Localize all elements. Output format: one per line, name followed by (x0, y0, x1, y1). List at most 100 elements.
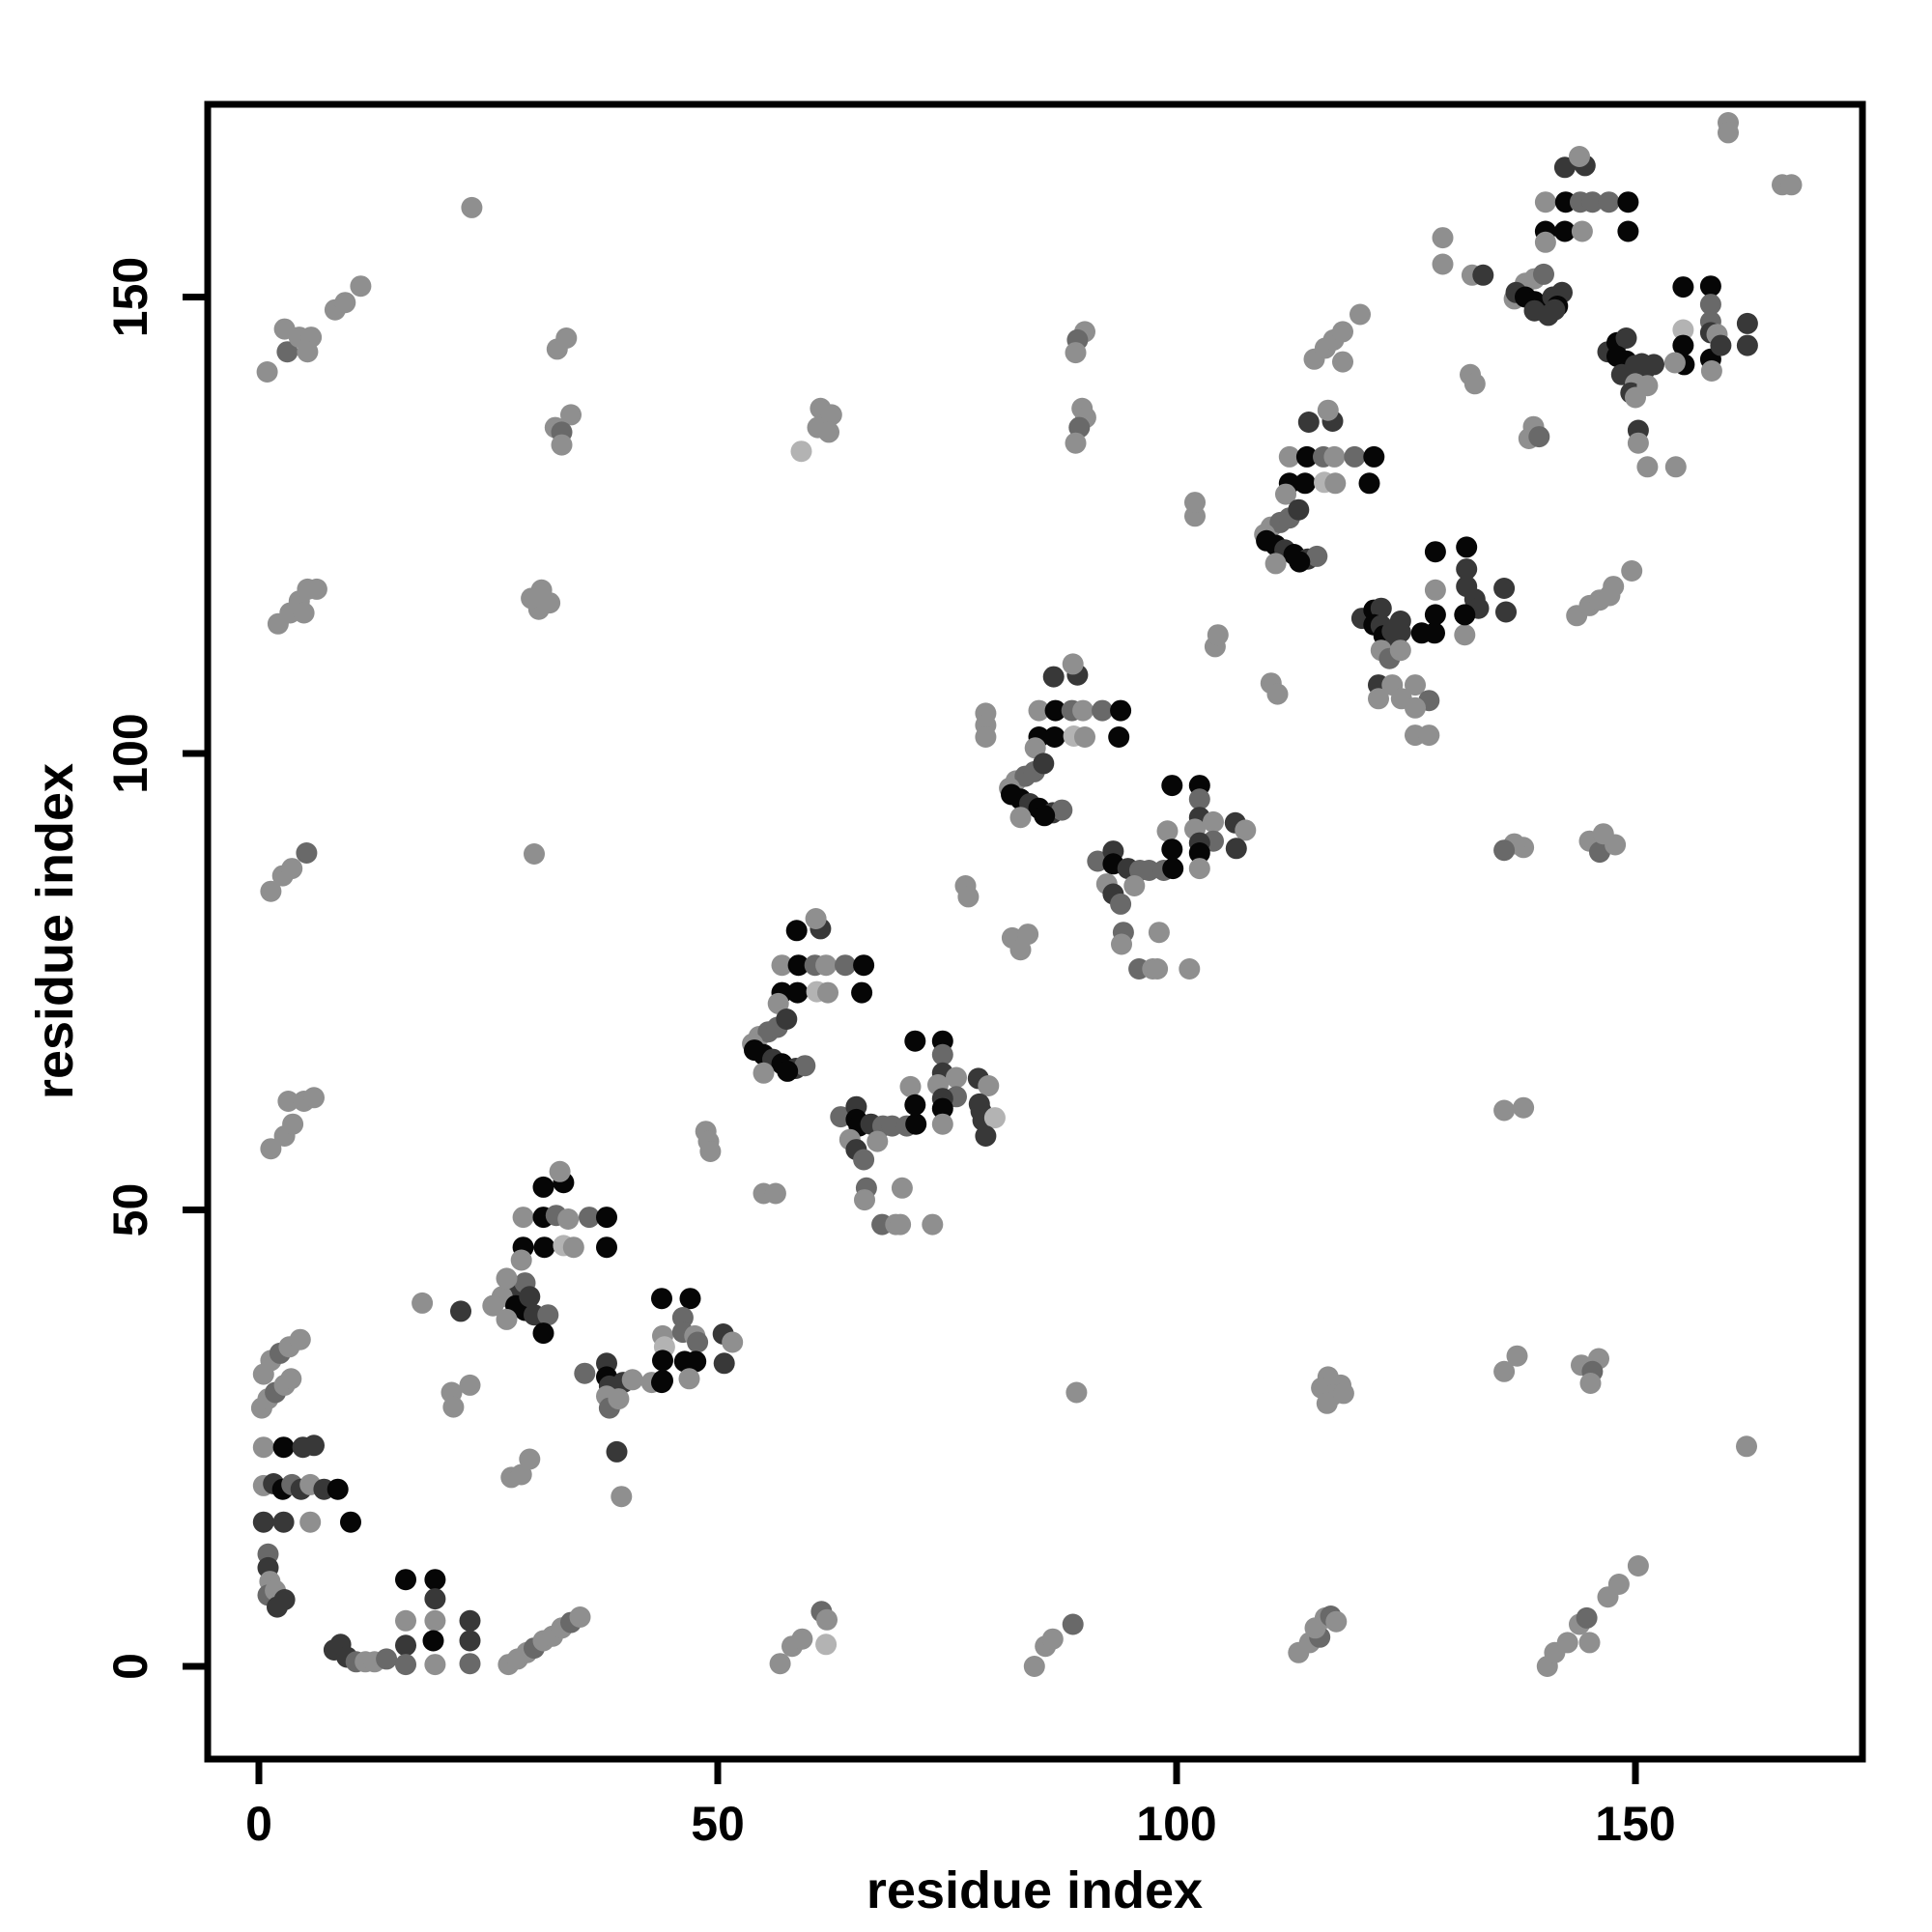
y-tick-label: 100 (103, 713, 157, 793)
data-point (1556, 1632, 1578, 1654)
data-point (891, 1177, 913, 1199)
data-point (277, 1091, 299, 1112)
data-point (1571, 220, 1593, 242)
x-tick-label: 0 (245, 1797, 272, 1851)
data-point (1424, 579, 1446, 601)
data-point (867, 1130, 889, 1152)
data-point (260, 880, 282, 902)
data-point (537, 1304, 559, 1326)
data-point (260, 1138, 282, 1160)
data-point (611, 1486, 633, 1508)
data-point (1288, 498, 1310, 521)
data-point (1074, 726, 1095, 748)
data-point (1699, 294, 1721, 316)
data-point (1161, 838, 1183, 861)
data-point (1603, 576, 1625, 598)
data-point (1033, 753, 1055, 775)
data-point (1579, 1373, 1602, 1394)
data-point (853, 954, 875, 977)
data-point (1627, 1555, 1649, 1577)
data-point (1123, 875, 1146, 896)
x-axis-ticks: 0 50 100 150 (245, 1759, 1676, 1851)
y-tick-label: 50 (103, 1183, 157, 1237)
data-point (376, 1648, 398, 1670)
y-tick-label: 150 (103, 257, 157, 337)
data-point (1138, 860, 1160, 881)
data-point (596, 1207, 617, 1229)
data-point (1592, 823, 1614, 845)
data-point (1553, 156, 1576, 179)
data-point (1092, 699, 1114, 722)
data-point (785, 920, 808, 942)
data-point (764, 1182, 786, 1205)
data-point (1207, 624, 1229, 646)
data-point (1569, 146, 1590, 167)
data-point (1780, 174, 1803, 196)
data-point (1625, 386, 1646, 409)
data-point (424, 1654, 446, 1676)
data-point (1554, 191, 1577, 213)
data-point (957, 886, 980, 908)
data-point (1009, 807, 1032, 829)
data-point (303, 1087, 325, 1109)
data-point (922, 1213, 944, 1236)
data-point (1432, 253, 1454, 275)
data-point (1278, 445, 1300, 468)
data-point (1643, 354, 1664, 376)
data-point (1607, 1574, 1630, 1595)
data-point (596, 1236, 617, 1259)
data-point (851, 981, 873, 1004)
data-point (1636, 456, 1659, 478)
data-point (1663, 352, 1686, 374)
data-point (776, 1009, 798, 1030)
data-point (327, 1478, 349, 1500)
data-point (651, 1288, 672, 1310)
data-point (794, 1055, 816, 1077)
data-point (1581, 191, 1604, 213)
data-point (652, 1350, 673, 1372)
data-point (1528, 426, 1550, 448)
data-point (854, 1189, 875, 1211)
data-point (904, 1094, 926, 1116)
data-point (1454, 604, 1476, 626)
data-point (678, 1368, 700, 1390)
data-point (305, 578, 327, 600)
data-point (820, 404, 842, 426)
data-point (273, 1589, 296, 1610)
data-point (1544, 298, 1566, 321)
data-point (1493, 1099, 1516, 1122)
data-point (1615, 327, 1637, 349)
data-point (1424, 604, 1446, 626)
data-point (303, 1435, 325, 1457)
data-point (608, 1388, 630, 1410)
data-point (1523, 299, 1546, 322)
data-point (791, 1628, 813, 1650)
data-point (1418, 724, 1440, 747)
data-point (1432, 227, 1454, 249)
data-point (815, 954, 838, 977)
x-tick-label: 50 (691, 1797, 745, 1851)
data-point (1225, 838, 1247, 860)
data-point (334, 292, 356, 314)
data-point (459, 1630, 481, 1652)
data-point (881, 1115, 903, 1137)
data-point (519, 1448, 541, 1470)
data-point (442, 1396, 465, 1418)
data-point (412, 1292, 434, 1314)
data-point (1188, 788, 1210, 810)
data-point (786, 981, 809, 1004)
data-point (1062, 653, 1084, 675)
data-point (1672, 276, 1694, 298)
data-point (1034, 805, 1056, 827)
data-point (1266, 683, 1289, 705)
data-point (1533, 263, 1554, 285)
data-point (546, 338, 568, 360)
data-point (450, 1300, 471, 1322)
data-point (579, 1207, 600, 1229)
data-point (1065, 342, 1087, 364)
data-point (1456, 558, 1478, 581)
data-point (1051, 799, 1073, 821)
data-point (1463, 373, 1486, 395)
data-point (459, 1374, 481, 1396)
